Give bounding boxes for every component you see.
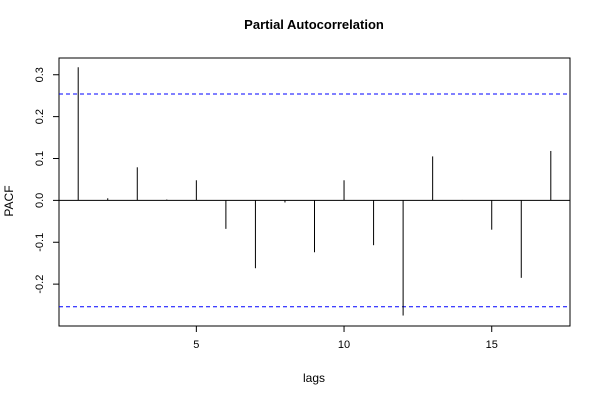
y-axis-label: PACF <box>2 185 16 216</box>
x-tick-label: 5 <box>193 339 199 351</box>
x-tick-label: 15 <box>486 339 498 351</box>
confidence-bounds <box>59 93 570 308</box>
x-axis-label: lags <box>303 371 325 385</box>
x-tick-label: 10 <box>338 339 350 351</box>
x-axis: 5 10 15 <box>193 326 498 351</box>
pacf-bars <box>77 67 552 316</box>
y-tick-label: 0.3 <box>34 67 46 82</box>
y-axis: -0.2 -0.1 0.0 0.1 0.2 0.3 <box>34 67 59 294</box>
y-tick-label: 0.2 <box>34 109 46 124</box>
y-tick-label: 0.0 <box>34 193 46 208</box>
chart-title: Partial Autocorrelation <box>244 17 384 32</box>
plot-frame <box>58 57 571 327</box>
y-tick-label: -0.1 <box>34 233 46 252</box>
y-tick-label: 0.1 <box>34 151 46 166</box>
y-tick-label: -0.2 <box>34 275 46 294</box>
